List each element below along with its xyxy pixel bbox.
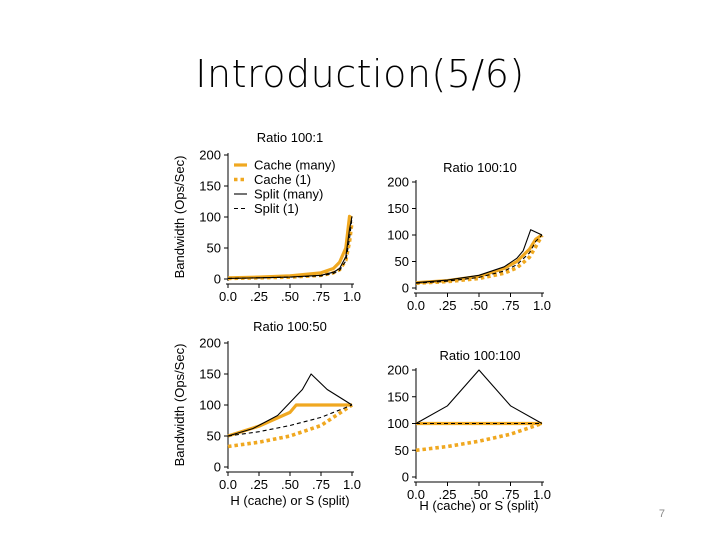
panel-4-y-tick-label: 0	[402, 470, 409, 485]
panel-4-y-tick-label: 100	[387, 416, 409, 431]
panel-1-x-tick-label: .75	[312, 289, 330, 304]
legend-entry: Split (1)	[254, 201, 299, 216]
panel-2-x-tick-label: .50	[470, 298, 488, 313]
panel-4-x-tick-label: 0.0	[407, 487, 425, 502]
panel-4-x-axis-label: H (cache) or S (split)	[419, 498, 538, 513]
panel-4-y-tick-label: 150	[387, 389, 409, 404]
panel-3-x-tick-label: .50	[281, 477, 299, 492]
legend-entry: Cache (1)	[254, 172, 311, 187]
panel-4-y-tick-label: 50	[395, 443, 409, 458]
panel-1-y-tick-label: 0	[214, 272, 221, 287]
panel-3-x-tick-label: 0.0	[219, 477, 237, 492]
slide-title: Introduction(5/6)	[195, 52, 525, 96]
panel-4-y-tick-label: 200	[387, 363, 409, 378]
panel-2-y-tick-label: 100	[387, 228, 409, 243]
panel-1-x-tick-label: 0.0	[219, 289, 237, 304]
panel-2-title: Ratio 100:10	[443, 160, 517, 175]
panel-4-x-tick-label: 1.0	[533, 487, 551, 502]
panel-4-x-tick-label: .25	[438, 487, 456, 502]
panel-2-x-tick-label: .25	[438, 298, 456, 313]
panel-2-y-tick-label: 150	[387, 201, 409, 216]
panel-1-series-cache-many	[227, 214, 353, 280]
panel-3-series-split-1	[227, 404, 353, 437]
panel-2-series-split-1	[415, 234, 543, 284]
panel-3-x-tick-label: .75	[312, 477, 330, 492]
panel-2-series-cache-many	[415, 233, 543, 285]
panel-3-y-tick-label: 100	[199, 398, 221, 413]
panel-4-title: Ratio 100:100	[440, 348, 521, 363]
page-number: 7	[658, 508, 665, 520]
panel-2-series-split-many	[415, 229, 543, 284]
panel-4-x-tick-label: .50	[470, 487, 488, 502]
panel-1-x-tick-label: .50	[281, 289, 299, 304]
panel-3-series-split-many	[227, 373, 353, 437]
panel-3-y-axis-label: Bandwidth (Ops/Sec)	[172, 344, 187, 467]
panel-3-title: Ratio 100:50	[253, 319, 327, 334]
panel-1-x-tick-label: .25	[250, 289, 268, 304]
panel-4-x-tick-label: .75	[501, 487, 519, 502]
panel-2-x-tick-label: 1.0	[533, 298, 551, 313]
panel-1-y-tick-label: 150	[199, 179, 221, 194]
panel-2-x-tick-label: .75	[501, 298, 519, 313]
legend-entry: Split (many)	[254, 187, 323, 202]
panel-1-series-split-many	[227, 216, 353, 279]
panel-4-series-cache-1	[415, 421, 543, 453]
panel-2-x-tick-label: 0.0	[407, 298, 425, 313]
legend-entry: Cache (many)	[254, 158, 336, 173]
panel-1-y-axis-label: Bandwidth (Ops/Sec)	[172, 156, 187, 279]
panel-3-x-tick-label: .25	[250, 477, 268, 492]
panel-1-y-tick-label: 100	[199, 210, 221, 225]
panel-1-series-split-1	[227, 217, 353, 279]
panel-2-y-tick-label: 200	[387, 175, 409, 190]
panel-3-x-tick-label: 1.0	[343, 477, 361, 492]
panel-3-series-cache-1	[227, 403, 353, 449]
panel-2-y-tick-label: 50	[395, 254, 409, 269]
panel-1-title: Ratio 100:1	[257, 130, 324, 145]
panel-4-series-split-many	[415, 369, 543, 424]
panel-3-y-tick-label: 150	[199, 367, 221, 382]
panel-3-y-tick-label: 50	[207, 429, 221, 444]
panel-3-x-axis-label: H (cache) or S (split)	[230, 493, 349, 508]
panel-1-y-tick-label: 200	[199, 148, 221, 163]
panel-2-y-tick-label: 0	[402, 281, 409, 296]
panel-3-series-cache-many	[227, 403, 352, 438]
panel-3-y-tick-label: 200	[199, 336, 221, 351]
panel-1-x-tick-label: 1.0	[343, 289, 361, 304]
panel-1-y-tick-label: 50	[207, 241, 221, 256]
panel-3-y-tick-label: 0	[214, 460, 221, 475]
